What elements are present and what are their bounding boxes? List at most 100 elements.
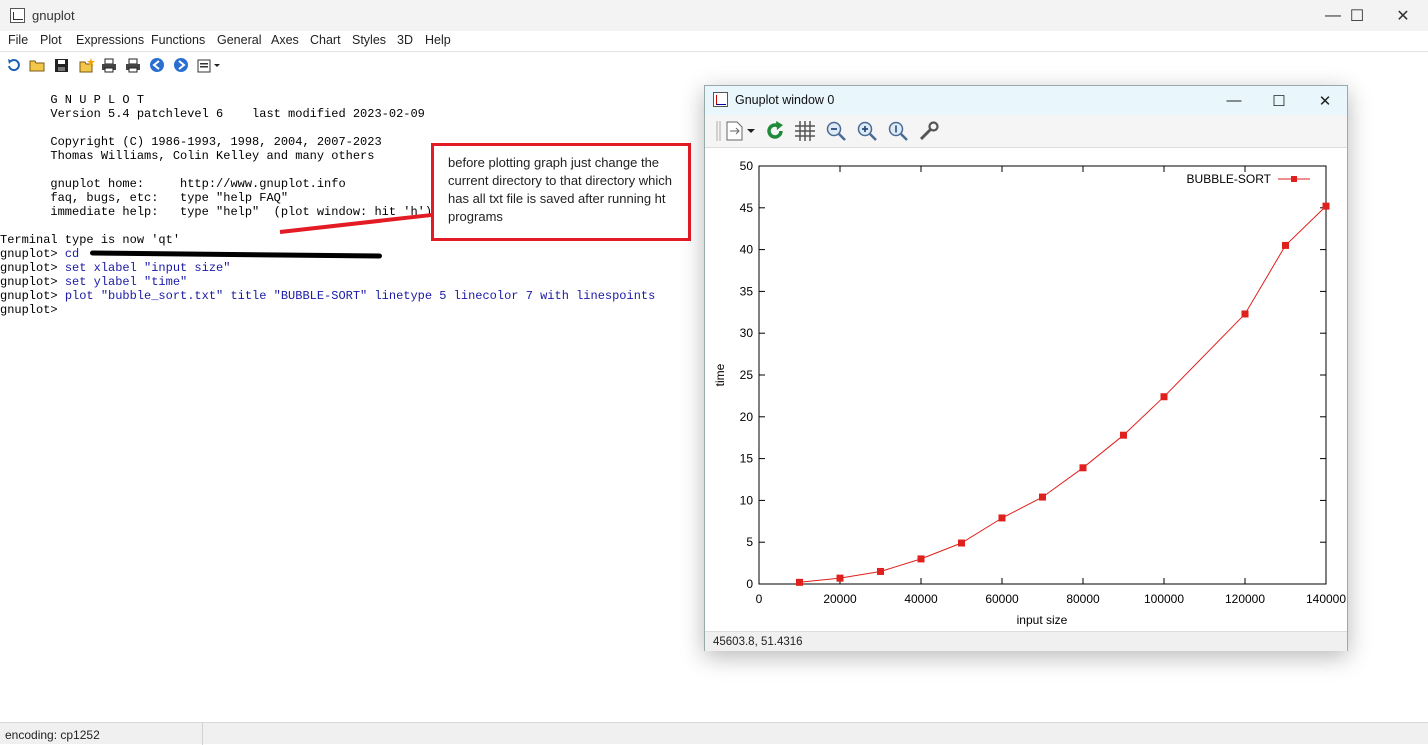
console-output[interactable]: G N U P L O T Version 5.4 patchlevel 6 l…	[0, 78, 700, 718]
zoom-in-icon[interactable]	[855, 119, 879, 143]
y-tick-label: 5	[746, 535, 753, 549]
plot-area[interactable]: 0 20000 40000 60000 80000 100000 120000 140000 0…	[706, 149, 1347, 630]
active-prompt-line[interactable]: gnuplot>	[0, 303, 65, 317]
print-icon[interactable]	[100, 56, 118, 74]
plot-minimize-button[interactable]: —	[1226, 92, 1242, 109]
series-line	[799, 205, 1327, 583]
zoom-out-icon[interactable]	[824, 119, 848, 143]
close-button[interactable]: ✕	[1396, 7, 1410, 25]
x-tick-label: 100000	[1144, 592, 1184, 606]
menu-functions[interactable]: Functions	[151, 33, 206, 47]
menu-general[interactable]: General	[217, 33, 262, 47]
y-tick-label: 35	[740, 284, 754, 298]
plot-window-icon	[713, 92, 728, 107]
plot-window-title-bar: Gnuplot window 0 — ☐ ✕	[705, 86, 1347, 115]
cursor-coordinates: 45603.8, 51.4316	[713, 636, 803, 648]
y-tick-label: 10	[740, 493, 754, 507]
menu-plot[interactable]: Plot	[40, 33, 62, 47]
y-tick-label: 40	[740, 243, 754, 257]
menu-chart[interactable]: Chart	[310, 33, 341, 47]
plot-window-title: Gnuplot window 0	[735, 93, 835, 107]
menu-file[interactable]: File	[8, 33, 29, 47]
x-tick-label: 80000	[1066, 592, 1100, 606]
plot-maximize-button[interactable]: ☐	[1272, 92, 1286, 110]
bubble-sort-chart: 0 20000 40000 60000 80000 100000 120000 140000 0…	[713, 159, 1346, 627]
prompt: gnuplot>	[0, 289, 65, 303]
y-tick-label: 50	[740, 159, 754, 173]
y-tick-label: 0	[746, 577, 753, 591]
export-icon[interactable]	[715, 119, 761, 143]
command-line: gnuplot> set xlabel "input size"	[0, 261, 230, 275]
plot-close-button[interactable]: ✕	[1318, 92, 1332, 110]
y-tick-label: 15	[740, 452, 754, 466]
toolbar	[0, 53, 1428, 77]
redaction-scribble	[89, 250, 383, 259]
terminal-type-line: Terminal type is now 'qt'	[0, 233, 181, 247]
data-point	[796, 578, 803, 586]
data-point	[1322, 202, 1330, 210]
prompt: gnuplot>	[0, 247, 65, 261]
data-point	[1039, 493, 1046, 501]
refresh-icon[interactable]	[5, 56, 23, 74]
command-line: gnuplot> set ylabel "time"	[0, 275, 187, 289]
y-axis-label: time	[713, 363, 727, 386]
y-tick-label: 30	[740, 326, 754, 340]
plot-window: Gnuplot window 0 — ☐ ✕ 0 20000 40000 600	[704, 85, 1348, 651]
new-file-icon[interactable]	[77, 56, 95, 74]
data-point	[917, 555, 925, 563]
legend-marker	[1291, 176, 1297, 182]
zoom-reset-icon[interactable]	[886, 119, 910, 143]
open-folder-icon[interactable]	[28, 56, 46, 74]
menu-expressions[interactable]: Expressions	[76, 33, 145, 47]
command-text: plot "bubble_sort.txt" title "BUBBLE-SOR…	[64, 289, 656, 303]
data-point	[998, 514, 1006, 522]
plot-status-bar: 45603.8, 51.4316	[705, 631, 1347, 651]
x-axis-label: input size	[1017, 613, 1068, 627]
x-tick-label: 20000	[823, 592, 857, 606]
data-point	[958, 539, 965, 547]
data-point	[1160, 393, 1168, 401]
legend-label: BUBBLE-SORT	[1187, 172, 1272, 186]
y-tick-label: 45	[740, 201, 754, 215]
x-tick-label: 0	[756, 592, 763, 606]
save-icon[interactable]	[52, 56, 70, 74]
gnuplot-app-icon	[10, 8, 25, 23]
menu-axes[interactable]: Axes	[271, 33, 299, 47]
x-tick-label: 120000	[1225, 592, 1265, 606]
menu-help[interactable]: Help	[425, 33, 451, 47]
y-tick-label: 25	[740, 368, 754, 382]
data-point	[1120, 431, 1127, 439]
command-text: cd	[64, 247, 80, 261]
data-point	[1282, 241, 1289, 249]
x-tick-label: 40000	[904, 592, 938, 606]
maximize-button[interactable]: ☐	[1349, 7, 1365, 25]
command-line: gnuplot> cd	[0, 247, 79, 261]
data-point	[1079, 464, 1087, 472]
prompt: gnuplot>	[0, 261, 65, 275]
settings-wrench-icon[interactable]	[917, 119, 941, 143]
options-icon[interactable]	[197, 56, 223, 74]
banner-line: Copyright (C) 1986-1993, 1998, 2004, 200…	[0, 135, 382, 149]
print-setup-icon[interactable]	[124, 56, 142, 74]
annotation-callout: before plotting graph just change the cu…	[431, 143, 691, 241]
data-point	[1241, 310, 1249, 318]
menu-3d[interactable]: 3D	[397, 33, 413, 47]
menu-styles[interactable]: Styles	[352, 33, 387, 47]
title-bar: gnuplot — ☐ ✕	[0, 0, 1428, 31]
minimize-button[interactable]: —	[1325, 6, 1341, 24]
banner-line: immediate help: type "help" (plot window…	[0, 205, 433, 219]
grid-icon[interactable]	[793, 119, 817, 143]
banner-line: faq, bugs, etc: type "help FAQ"	[0, 191, 289, 205]
x-tick-label: 60000	[985, 592, 1019, 606]
banner-line: Version 5.4 patchlevel 6 last modified 2…	[0, 107, 425, 121]
command-line: gnuplot> plot "bubble_sort.txt" title "B…	[0, 289, 655, 303]
forward-icon[interactable]	[172, 56, 190, 74]
banner-line: G N U P L O T	[0, 93, 145, 107]
encoding-status: encoding: cp1252	[5, 728, 100, 742]
banner-line: Thomas Williams, Colin Kelley and many o…	[0, 149, 375, 163]
back-icon[interactable]	[148, 56, 166, 74]
x-tick-label: 140000	[1306, 592, 1346, 606]
status-bar: encoding: cp1252	[0, 722, 1428, 745]
data-point	[877, 567, 884, 575]
replot-icon[interactable]	[763, 119, 787, 143]
